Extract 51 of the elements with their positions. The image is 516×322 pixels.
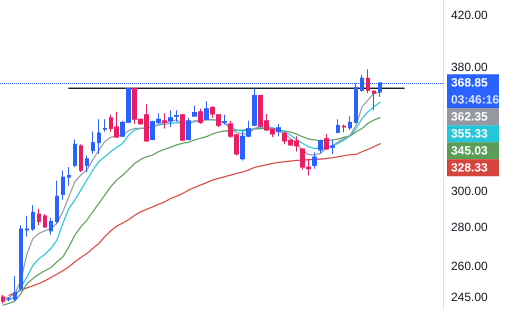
candlestick: [174, 110, 179, 122]
candlestick: [43, 214, 47, 228]
ref-line-label: 368.85: [451, 75, 488, 90]
candlestick: [276, 123, 281, 137]
candlestick: [61, 170, 65, 200]
candlestick: [67, 166, 71, 186]
candlestick: [162, 112, 167, 129]
candlestick: [252, 88, 257, 127]
candlestick: [13, 276, 17, 302]
candlestick: [103, 118, 107, 132]
candlestick: [180, 113, 185, 142]
candlestick: [55, 180, 59, 224]
text: 328.33: [451, 160, 488, 174]
text: 355.33: [451, 126, 488, 140]
candlestick: [1, 294, 5, 304]
y-tick-label: 260.00: [451, 258, 488, 273]
y-tick-label: 245.00: [451, 290, 488, 304]
candlestick: [31, 204, 35, 232]
y-tick-label: 300.00: [451, 184, 488, 198]
candlestick: [336, 118, 340, 134]
text: 03:46:16: [451, 92, 500, 106]
candlestick: [186, 117, 191, 141]
candlestick: [348, 116, 352, 131]
candlestick: [366, 68, 370, 94]
candlestick: [312, 152, 317, 170]
candlestick: [330, 138, 335, 154]
candlestick: [192, 105, 197, 117]
candlestick: [222, 114, 227, 126]
text: 345.03: [451, 143, 488, 158]
candlestick: [318, 138, 323, 154]
candlestick: [73, 138, 77, 168]
candlestick: [372, 90, 376, 111]
candlestick: [91, 131, 95, 154]
y-tick-label: 380.00: [451, 60, 488, 74]
candlestick: [168, 110, 173, 128]
candlestick: [198, 108, 203, 124]
candlestick: [97, 118, 101, 154]
y-tick-label: 420.00: [451, 8, 488, 22]
line-series: [8, 143, 381, 296]
candlestick: [204, 100, 209, 121]
candlestick: [79, 144, 83, 173]
text: 362.35: [451, 109, 488, 124]
y-tick-label: 280.00: [451, 220, 488, 234]
candlestick: [25, 215, 29, 238]
candlestick: [37, 208, 41, 226]
candlestick: [324, 133, 329, 150]
candlestick: [7, 296, 11, 302]
candlestick: [19, 224, 23, 292]
candlestick: [49, 217, 53, 236]
candlestick: [85, 155, 89, 173]
candlestick: [342, 124, 346, 133]
